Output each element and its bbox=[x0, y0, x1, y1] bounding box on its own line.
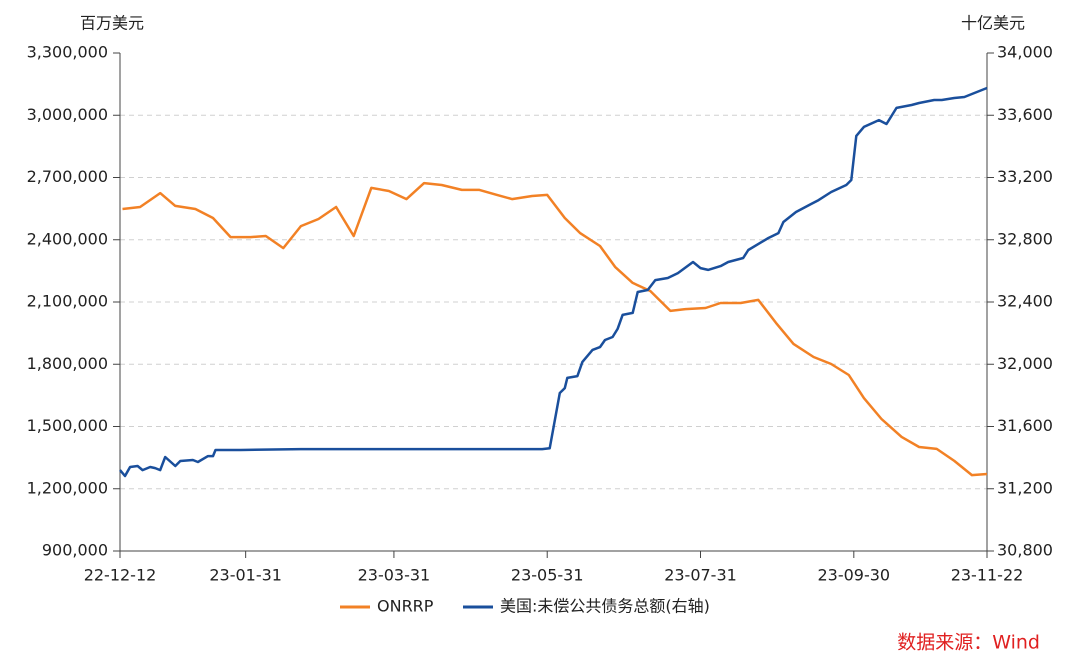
y2-tick-label: 31,200 bbox=[997, 478, 1053, 497]
y2-tick-label: 33,600 bbox=[997, 105, 1053, 124]
y-tick-label: 3,300,000 bbox=[27, 43, 108, 62]
x-tick-label: 23-03-31 bbox=[358, 566, 431, 585]
y-tick-label: 2,400,000 bbox=[27, 229, 108, 248]
x-tick-label: 23-07-31 bbox=[664, 566, 737, 585]
source-note: 数据来源：Wind bbox=[897, 632, 1040, 654]
x-tick-label: 23-09-30 bbox=[817, 566, 890, 585]
legend-label: ONRRP bbox=[377, 597, 434, 616]
y-axis-label: 百万美元 bbox=[80, 14, 144, 33]
y2-tick-label: 32,800 bbox=[997, 229, 1053, 248]
y2-tick-label: 31,600 bbox=[997, 416, 1053, 435]
y2-tick-label: 33,200 bbox=[997, 167, 1053, 186]
y2-tick-label: 30,800 bbox=[997, 541, 1053, 560]
y-tick-label: 1,200,000 bbox=[27, 478, 108, 497]
y-tick-label: 900,000 bbox=[42, 541, 108, 560]
y2-tick-label: 32,400 bbox=[997, 292, 1053, 311]
y-tick-label: 2,100,000 bbox=[27, 292, 108, 311]
x-tick-label: 23-11-22 bbox=[951, 566, 1024, 585]
x-tick-label: 23-01-31 bbox=[209, 566, 282, 585]
series-line bbox=[119, 86, 988, 478]
y-tick-label: 1,500,000 bbox=[27, 416, 108, 435]
series-line bbox=[122, 181, 988, 477]
x-tick-label: 23-05-31 bbox=[511, 566, 584, 585]
y2-tick-label: 34,000 bbox=[997, 43, 1053, 62]
y2-axis-label: 十亿美元 bbox=[961, 14, 1025, 33]
y-tick-label: 2,700,000 bbox=[27, 167, 108, 186]
y-tick-label: 3,000,000 bbox=[27, 105, 108, 124]
y-tick-label: 1,800,000 bbox=[27, 354, 108, 373]
legend-label: 美国:未偿公共债务总额(右轴) bbox=[500, 597, 710, 616]
y2-tick-label: 32,000 bbox=[997, 354, 1053, 373]
x-tick-label: 22-12-12 bbox=[84, 566, 157, 585]
